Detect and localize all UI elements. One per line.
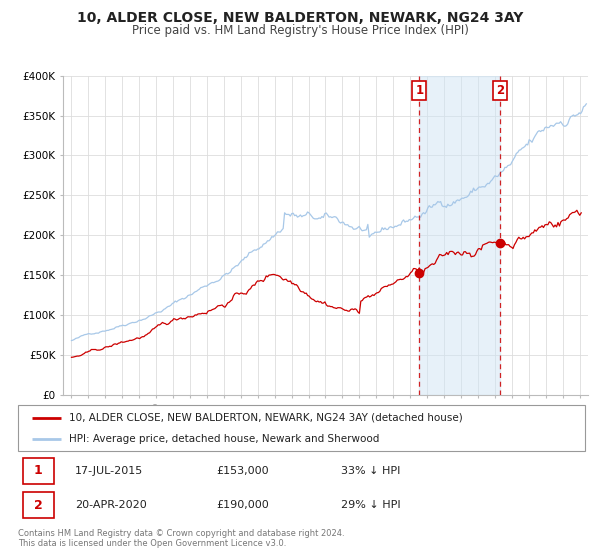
Bar <box>419 76 500 395</box>
Text: 2: 2 <box>34 498 43 512</box>
Text: 17-JUL-2015: 17-JUL-2015 <box>75 466 143 476</box>
Text: HPI: Average price, detached house, Newark and Sherwood: HPI: Average price, detached house, Newa… <box>69 435 379 444</box>
Text: 10, ALDER CLOSE, NEW BALDERTON, NEWARK, NG24 3AY: 10, ALDER CLOSE, NEW BALDERTON, NEWARK, … <box>77 11 523 25</box>
Text: 1: 1 <box>415 83 424 96</box>
Text: 1: 1 <box>34 464 43 478</box>
Text: 20-APR-2020: 20-APR-2020 <box>75 500 146 510</box>
Text: 33% ↓ HPI: 33% ↓ HPI <box>341 466 401 476</box>
Text: Price paid vs. HM Land Registry's House Price Index (HPI): Price paid vs. HM Land Registry's House … <box>131 24 469 37</box>
Text: 10, ALDER CLOSE, NEW BALDERTON, NEWARK, NG24 3AY (detached house): 10, ALDER CLOSE, NEW BALDERTON, NEWARK, … <box>69 413 463 423</box>
Text: 29% ↓ HPI: 29% ↓ HPI <box>341 500 401 510</box>
FancyBboxPatch shape <box>23 458 54 484</box>
Text: Contains HM Land Registry data © Crown copyright and database right 2024.: Contains HM Land Registry data © Crown c… <box>18 529 344 538</box>
Text: £153,000: £153,000 <box>217 466 269 476</box>
Text: This data is licensed under the Open Government Licence v3.0.: This data is licensed under the Open Gov… <box>18 539 286 548</box>
Text: 2: 2 <box>496 83 504 96</box>
Text: £190,000: £190,000 <box>217 500 269 510</box>
FancyBboxPatch shape <box>18 405 585 451</box>
FancyBboxPatch shape <box>23 492 54 518</box>
